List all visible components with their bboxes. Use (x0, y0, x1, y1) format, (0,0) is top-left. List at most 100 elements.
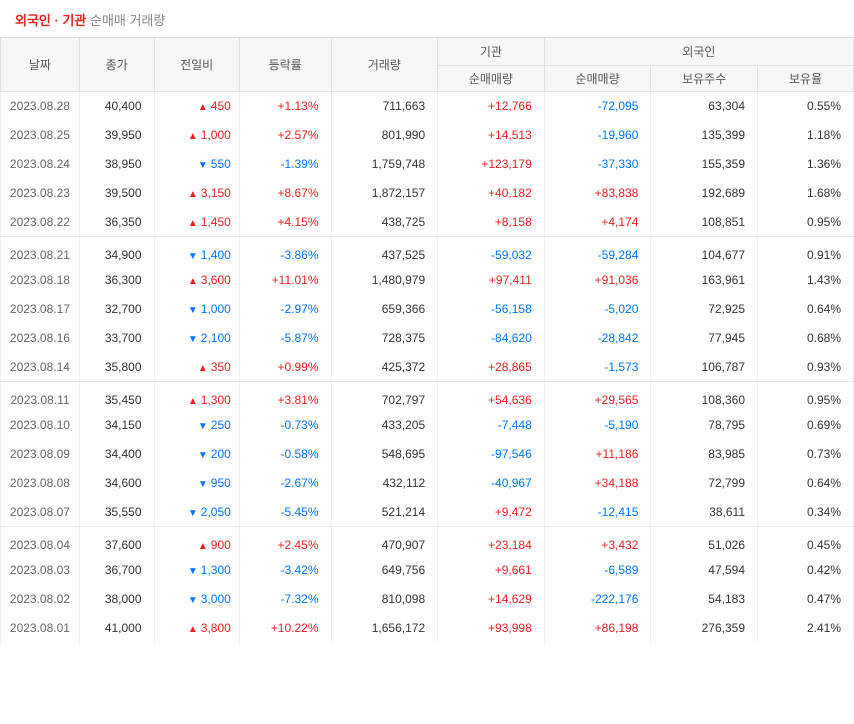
cell-foreign-net: -6,589 (544, 556, 651, 585)
change-value: 200 (211, 447, 231, 461)
cell-foreign-ratio: 2.41% (758, 614, 854, 643)
cell-foreign-net: -72,095 (544, 92, 651, 121)
table-row: 2023.08.0141,000▲3,800+10.22%1,656,172+9… (1, 614, 854, 643)
cell-close: 38,000 (79, 585, 154, 614)
title-highlight: 외국인 · 기관 (15, 13, 86, 28)
cell-volume: 728,375 (331, 324, 438, 353)
cell-foreign-hold: 54,183 (651, 585, 758, 614)
table-row: 2023.08.0834,600▼950-2.67%432,112-40,967… (1, 469, 854, 498)
cell-foreign-hold: 108,360 (651, 382, 758, 411)
arrow-up-icon: ▲ (188, 189, 198, 200)
title-rest: 순매매 거래량 (90, 13, 165, 28)
header-close: 종가 (79, 38, 154, 92)
cell-pct: -7.32% (239, 585, 331, 614)
table-row: 2023.08.0735,550▼2,050-5.45%521,214+9,47… (1, 498, 854, 527)
cell-close: 36,350 (79, 208, 154, 237)
cell-foreign-hold: 276,359 (651, 614, 758, 643)
cell-change: ▲900 (154, 527, 239, 556)
cell-close: 41,000 (79, 614, 154, 643)
cell-inst-net: +14,513 (438, 121, 545, 150)
cell-change: ▲350 (154, 353, 239, 382)
cell-pct: +4.15% (239, 208, 331, 237)
cell-pct: -2.67% (239, 469, 331, 498)
arrow-up-icon: ▲ (198, 363, 208, 374)
table-row: 2023.08.2236,350▲1,450+4.15%438,725+8,15… (1, 208, 854, 237)
cell-date: 2023.08.01 (1, 614, 80, 643)
cell-foreign-ratio: 1.43% (758, 266, 854, 295)
cell-foreign-net: -28,842 (544, 324, 651, 353)
arrow-down-icon: ▼ (198, 479, 208, 490)
header-pct: 등락률 (239, 38, 331, 92)
table-header: 날짜 종가 전일비 등락률 거래량 기관 외국인 순매매량 순매매량 보유주수 … (1, 38, 854, 92)
cell-change: ▼250 (154, 411, 239, 440)
cell-change: ▼2,100 (154, 324, 239, 353)
cell-volume: 659,366 (331, 295, 438, 324)
cell-close: 33,700 (79, 324, 154, 353)
cell-foreign-hold: 163,961 (651, 266, 758, 295)
arrow-down-icon: ▼ (198, 421, 208, 432)
cell-volume: 432,112 (331, 469, 438, 498)
cell-change: ▲3,150 (154, 179, 239, 208)
cell-volume: 548,695 (331, 440, 438, 469)
cell-foreign-ratio: 1.68% (758, 179, 854, 208)
table-row: 2023.08.2539,950▲1,000+2.57%801,990+14,5… (1, 121, 854, 150)
header-inst-net: 순매매량 (438, 66, 545, 92)
cell-foreign-hold: 135,399 (651, 121, 758, 150)
cell-foreign-ratio: 0.47% (758, 585, 854, 614)
cell-foreign-net: +83,838 (544, 179, 651, 208)
cell-change: ▲1,300 (154, 382, 239, 411)
cell-inst-net: +123,179 (438, 150, 545, 179)
change-value: 3,150 (201, 186, 231, 200)
arrow-down-icon: ▼ (188, 251, 198, 262)
arrow-down-icon: ▼ (188, 305, 198, 316)
cell-close: 36,300 (79, 266, 154, 295)
cell-volume: 438,725 (331, 208, 438, 237)
arrow-down-icon: ▼ (188, 334, 198, 345)
cell-inst-net: +93,998 (438, 614, 545, 643)
cell-close: 35,800 (79, 353, 154, 382)
cell-change: ▼950 (154, 469, 239, 498)
cell-foreign-ratio: 1.36% (758, 150, 854, 179)
cell-pct: -5.45% (239, 498, 331, 527)
arrow-up-icon: ▲ (188, 218, 198, 229)
cell-change: ▼3,000 (154, 585, 239, 614)
cell-foreign-hold: 106,787 (651, 353, 758, 382)
cell-date: 2023.08.07 (1, 498, 80, 527)
change-value: 550 (211, 157, 231, 171)
arrow-down-icon: ▼ (188, 595, 198, 606)
cell-close: 34,150 (79, 411, 154, 440)
header-date: 날짜 (1, 38, 80, 92)
change-value: 2,050 (201, 505, 231, 519)
header-volume: 거래량 (331, 38, 438, 92)
cell-inst-net: +9,661 (438, 556, 545, 585)
cell-foreign-ratio: 0.55% (758, 92, 854, 121)
cell-foreign-hold: 155,359 (651, 150, 758, 179)
cell-foreign-hold: 63,304 (651, 92, 758, 121)
cell-pct: +11.01% (239, 266, 331, 295)
cell-foreign-ratio: 0.42% (758, 556, 854, 585)
cell-foreign-hold: 38,611 (651, 498, 758, 527)
cell-inst-net: -56,158 (438, 295, 545, 324)
cell-date: 2023.08.21 (1, 237, 80, 266)
cell-volume: 1,480,979 (331, 266, 438, 295)
cell-close: 35,450 (79, 382, 154, 411)
change-value: 900 (211, 538, 231, 552)
change-value: 3,600 (201, 273, 231, 287)
trading-table: 날짜 종가 전일비 등락률 거래량 기관 외국인 순매매량 순매매량 보유주수 … (0, 37, 854, 643)
cell-change: ▼550 (154, 150, 239, 179)
header-inst-group: 기관 (438, 38, 545, 66)
cell-foreign-ratio: 0.73% (758, 440, 854, 469)
arrow-up-icon: ▲ (198, 102, 208, 113)
cell-inst-net: +28,865 (438, 353, 545, 382)
cell-foreign-hold: 83,985 (651, 440, 758, 469)
arrow-down-icon: ▼ (198, 160, 208, 171)
cell-volume: 649,756 (331, 556, 438, 585)
cell-inst-net: +14,629 (438, 585, 545, 614)
cell-foreign-ratio: 0.64% (758, 295, 854, 324)
cell-close: 40,400 (79, 92, 154, 121)
cell-inst-net: -40,967 (438, 469, 545, 498)
cell-foreign-net: +86,198 (544, 614, 651, 643)
cell-date: 2023.08.14 (1, 353, 80, 382)
cell-inst-net: +54,636 (438, 382, 545, 411)
cell-change: ▼1,400 (154, 237, 239, 266)
